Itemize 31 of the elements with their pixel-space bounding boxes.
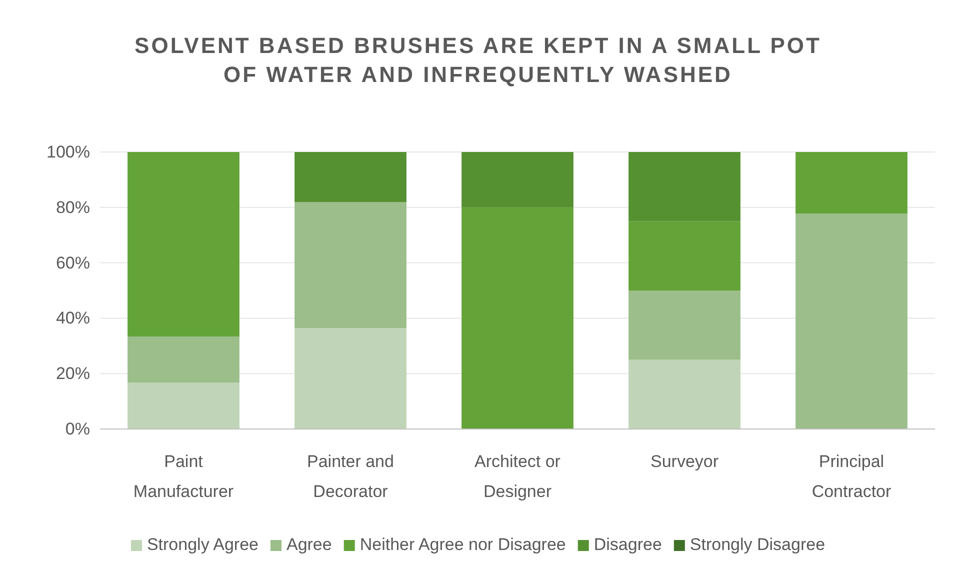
bar xyxy=(628,221,740,290)
bar xyxy=(128,336,240,383)
bar xyxy=(628,152,740,222)
bar xyxy=(462,207,574,429)
legend-label: Disagree xyxy=(594,535,662,554)
bar xyxy=(796,152,908,214)
bar xyxy=(294,328,406,429)
y-tick-label: 100% xyxy=(46,142,90,162)
y-tick-label: 80% xyxy=(56,198,90,217)
legend-label: Agree xyxy=(286,535,332,554)
x-tick-label: Surveyor xyxy=(650,452,719,471)
chart-title: SOLVENT BASED BRUSHES ARE KEPT IN A SMALL POT OF WATER AND INFREQUENTLY WASHED xyxy=(134,33,822,87)
bar xyxy=(128,382,240,429)
bar xyxy=(294,152,406,202)
y-tick-label: 0% xyxy=(65,419,90,438)
y-tick-label: 20% xyxy=(56,364,90,384)
bar xyxy=(128,152,240,336)
legend-label: Neither Agree nor Disagree xyxy=(360,535,566,554)
bar xyxy=(796,213,908,429)
x-tick-label: Principal Contractor xyxy=(812,452,892,501)
y-tick-label: 40% xyxy=(56,308,90,328)
bar xyxy=(294,202,406,328)
x-tick-label: Architect or Designer xyxy=(474,452,561,501)
x-tick-label: Painter and Decorator xyxy=(307,452,394,501)
x-tick-label: Paint Manufacturer xyxy=(133,452,234,501)
bar xyxy=(628,360,740,429)
bar xyxy=(462,152,574,208)
legend-label: Strongly Disagree xyxy=(690,535,826,554)
bar xyxy=(628,290,740,360)
y-tick-label: 60% xyxy=(56,253,90,272)
legend-label: Strongly Agree xyxy=(146,535,258,554)
